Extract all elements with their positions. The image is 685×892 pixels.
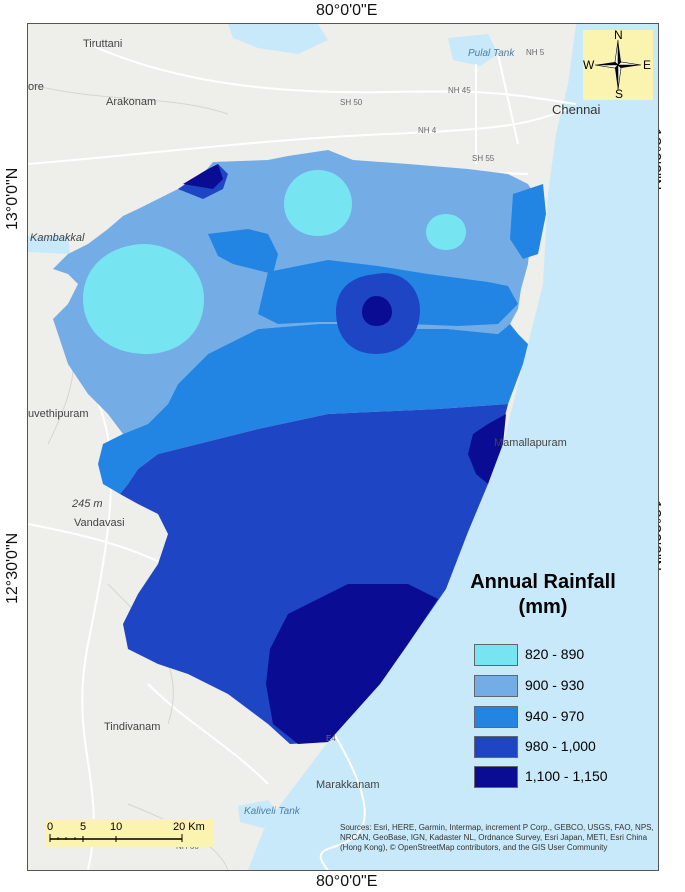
lake-north: [228, 24, 328, 54]
latitude-label-left-upper: 13°0'0"N: [4, 167, 21, 230]
scale-bar: 0 5 10 20 Km: [46, 819, 214, 847]
west-label: W: [583, 58, 595, 72]
rainfall-zones[interactable]: [53, 150, 546, 744]
legend-swatch: [474, 675, 518, 697]
rainfall-zone-940-970-north: [208, 229, 278, 274]
sea-area: [248, 24, 658, 870]
elevation-label: 245 m: [72, 498, 103, 510]
legend-label: 1,100 - 1,150: [525, 768, 608, 784]
longitude-label-top: 80°0'0"E: [316, 2, 378, 19]
rainfall-zone-940-970-ne: [510, 184, 546, 259]
place-chennai: Chennai: [552, 102, 601, 117]
place-vandavasi: Vandavasi: [74, 517, 125, 529]
place-ore: ore: [28, 81, 44, 93]
rainfall-zone-1100-1150-south: [266, 584, 438, 744]
south-label: S: [615, 87, 624, 101]
legend-swatch: [474, 766, 518, 788]
north-arrow: N S W E: [583, 28, 653, 101]
north-label: N: [614, 28, 623, 42]
latitude-label-left-lower: 12°30'0"N: [4, 532, 21, 604]
place-arakonam: Arakonam: [106, 96, 157, 108]
scale-tick-label: 0: [47, 821, 54, 833]
legend-swatch: [474, 644, 518, 666]
legend-title: Annual Rainfall (mm): [443, 570, 643, 620]
rainfall-zone-940-970: [98, 324, 528, 494]
legend-title-line1: Annual Rainfall: [470, 571, 616, 593]
lake-pulal: [448, 34, 498, 66]
place-tiruttani: Tiruttani: [83, 38, 123, 50]
rainfall-zone-1100-1150-top: [183, 164, 223, 189]
road-label-sh50: SH 50: [340, 98, 363, 107]
rainfall-zone-1100-1150-east: [468, 414, 506, 484]
rainfall-zone-820-890-west: [83, 244, 204, 354]
legend-label: 940 - 970: [525, 708, 585, 724]
east-label: E: [643, 58, 652, 72]
lake-kambakkal: [28, 236, 70, 254]
place-mamallapuram: Mamallapuram: [494, 437, 567, 449]
water-label-kaliveli: Kaliveli Tank: [244, 806, 300, 817]
water-label-pulal: Pulal Tank: [468, 48, 515, 59]
place-kambakkal: Kambakkal: [30, 232, 85, 244]
road-label-nh4: NH 4: [418, 126, 437, 135]
road-label-e4: E4: [326, 734, 336, 743]
legend-label: 820 - 890: [525, 646, 585, 662]
rainfall-zone-820-890-north: [284, 170, 352, 236]
place-tindivanam: Tindivanam: [104, 721, 161, 733]
rainfall-zone-820-890-east: [426, 214, 466, 250]
compass-rose-icon: [594, 39, 642, 91]
legend-label: 900 - 930: [525, 677, 585, 693]
lake-kaliveli: [238, 800, 280, 828]
rainfall-zone-1100-1150-circle: [362, 296, 392, 326]
longitude-label-bottom: 80°0'0"E: [316, 873, 378, 890]
road-label-nh5: NH 5: [526, 48, 545, 57]
map-attribution: Sources: Esri, HERE, Garmin, Intermap, i…: [340, 823, 654, 852]
legend-title-line2: (mm): [518, 596, 568, 618]
legend-swatch: [474, 706, 518, 728]
road-label-sh55: SH 55: [472, 154, 495, 163]
legend-swatch: [474, 736, 518, 758]
scale-bar-graphic: [49, 834, 183, 842]
legend-label: 980 - 1,000: [525, 738, 596, 754]
road-label-nh45: NH 45: [448, 86, 471, 95]
rainfall-zone-980-1000: [120, 404, 508, 744]
map-panel[interactable]: Tiruttani ore Arakonam Chennai Kambakkal…: [27, 23, 659, 871]
place-marakkanam: Marakkanam: [316, 779, 380, 791]
basemap-and-rainfall-svg: [28, 24, 658, 870]
scale-tick-label: 5: [80, 821, 87, 833]
scale-tick-label: 20 Km: [173, 821, 205, 833]
scale-tick-label: 10: [110, 821, 123, 833]
place-uvethipuram: uvethipuram: [28, 408, 89, 420]
